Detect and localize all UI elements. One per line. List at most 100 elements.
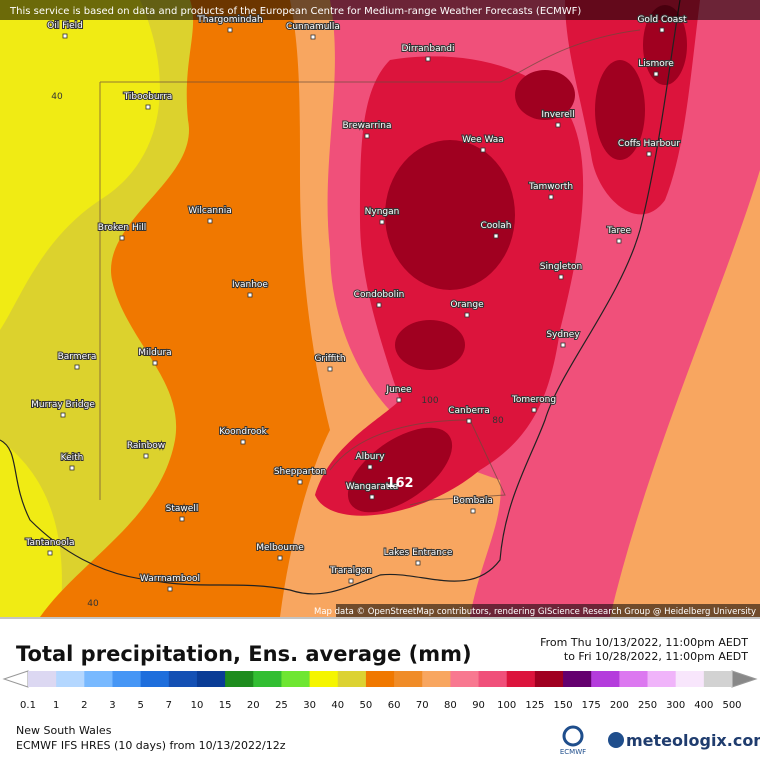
place-dot [145, 104, 151, 110]
place-dot [152, 360, 158, 366]
place-dot [555, 122, 561, 128]
place-label: Wilcannia [188, 206, 232, 216]
place-dot [348, 578, 354, 584]
legend-label: 125 [525, 700, 544, 711]
legend-label: 300 [666, 700, 685, 711]
place-label: Traralgon [329, 566, 372, 576]
legend-label: 15 [219, 700, 232, 711]
legend-label: 30 [303, 700, 316, 711]
brand-icon [608, 732, 624, 748]
place-dot [464, 312, 470, 318]
place-dot [646, 151, 652, 157]
model: ECMWF IFS HRES (10 days) from 10/13/2022… [16, 739, 286, 752]
place-label: Tibooburra [123, 92, 173, 102]
legend-swatch [422, 671, 451, 687]
place-label: Taree [606, 226, 632, 236]
place-label: Rainbow [127, 441, 165, 451]
place-label: Singleton [540, 262, 582, 272]
place-dot [367, 464, 373, 470]
ecmwf-icon [562, 725, 584, 747]
place-dot [364, 133, 370, 139]
legend-swatch [394, 671, 423, 687]
legend-label: 175 [582, 700, 601, 711]
place-label: Shepparton [274, 467, 326, 477]
place-label: Oil Field [47, 21, 83, 31]
legend-label: 70 [416, 700, 429, 711]
place-label: Tantanoola [24, 538, 74, 548]
field [610, 170, 760, 617]
legend-high-end [731, 670, 758, 688]
place-label: Stawell [166, 504, 199, 514]
place-dot [379, 219, 385, 225]
place-dot [466, 418, 472, 424]
legend-label: 60 [388, 700, 401, 711]
place-label: Coolah [480, 221, 511, 231]
legend-label: 20 [247, 700, 260, 711]
place-dot [143, 453, 149, 459]
legend-label: 5 [137, 700, 143, 711]
state-border [99, 29, 641, 500]
place-label: Junee [385, 385, 412, 395]
state-border [329, 419, 506, 506]
coastline [0, 0, 681, 595]
place-dot [69, 465, 75, 471]
legend-label: 40 [331, 700, 344, 711]
legend-swatch [703, 671, 733, 687]
legend-label: 0.1 [20, 700, 36, 711]
contour-label: 162 [386, 476, 413, 491]
place-dot [659, 27, 665, 33]
place-dot [167, 586, 173, 592]
contour-label: 40 [87, 599, 99, 609]
place-dot [396, 397, 402, 403]
field [0, 440, 62, 617]
place-label: Griffith [314, 354, 345, 364]
place-label: Warrnambool [140, 574, 200, 584]
place-dot [558, 274, 564, 280]
title: Total precipitation, Ens. average (mm) [16, 642, 472, 666]
legend-swatch [534, 671, 564, 687]
place-label: Brewarrina [342, 121, 391, 131]
place-dot [240, 439, 246, 445]
legend-label: 2 [81, 700, 87, 711]
place-label: Broken Hill [98, 223, 146, 233]
legend-swatch [56, 671, 85, 687]
attribution: Map data © OpenStreetMap contributors, r… [314, 607, 756, 617]
period-to: to Fri 10/28/2022, 11:00pm AEDT [564, 650, 748, 663]
legend-swatch [675, 671, 705, 687]
legend-label: 3 [109, 700, 115, 711]
place-label: Keith [61, 453, 84, 463]
place-label: Tomerong [511, 395, 556, 405]
place-label: Lakes Entrance [384, 548, 453, 558]
legend-label: 200 [610, 700, 629, 711]
region: New South Wales [16, 724, 112, 737]
place-label: Melbourne [256, 543, 304, 553]
contour-label: 80 [492, 416, 504, 426]
legend-swatch [619, 671, 649, 687]
place-dot [119, 235, 125, 241]
legend-label: 50 [360, 700, 373, 711]
legend-swatch [506, 671, 536, 687]
place-label: Wee Waa [462, 135, 504, 145]
contour-label: 40 [51, 92, 63, 102]
legend-label: 25 [275, 700, 288, 711]
legend-label: 150 [553, 700, 572, 711]
place-label: Orange [450, 300, 484, 310]
place-dot [310, 34, 316, 40]
place-label: Ivanhoe [232, 280, 268, 290]
place-dot [560, 342, 566, 348]
place-dot [297, 479, 303, 485]
place-label: Barmera [58, 352, 97, 362]
place-dot [531, 407, 537, 413]
legend-label: 100 [497, 700, 516, 711]
place-label: Lismore [638, 59, 674, 69]
legend-swatch [337, 671, 367, 687]
place-label: Koondrook [219, 427, 267, 437]
place-dot [425, 56, 431, 62]
place-label: Canberra [448, 406, 490, 416]
place-label: Albury [355, 452, 385, 462]
legend-swatch [28, 671, 57, 687]
contour-label: 100 [421, 396, 438, 406]
legend-swatch [365, 671, 395, 687]
legend-label: 10 [191, 700, 204, 711]
